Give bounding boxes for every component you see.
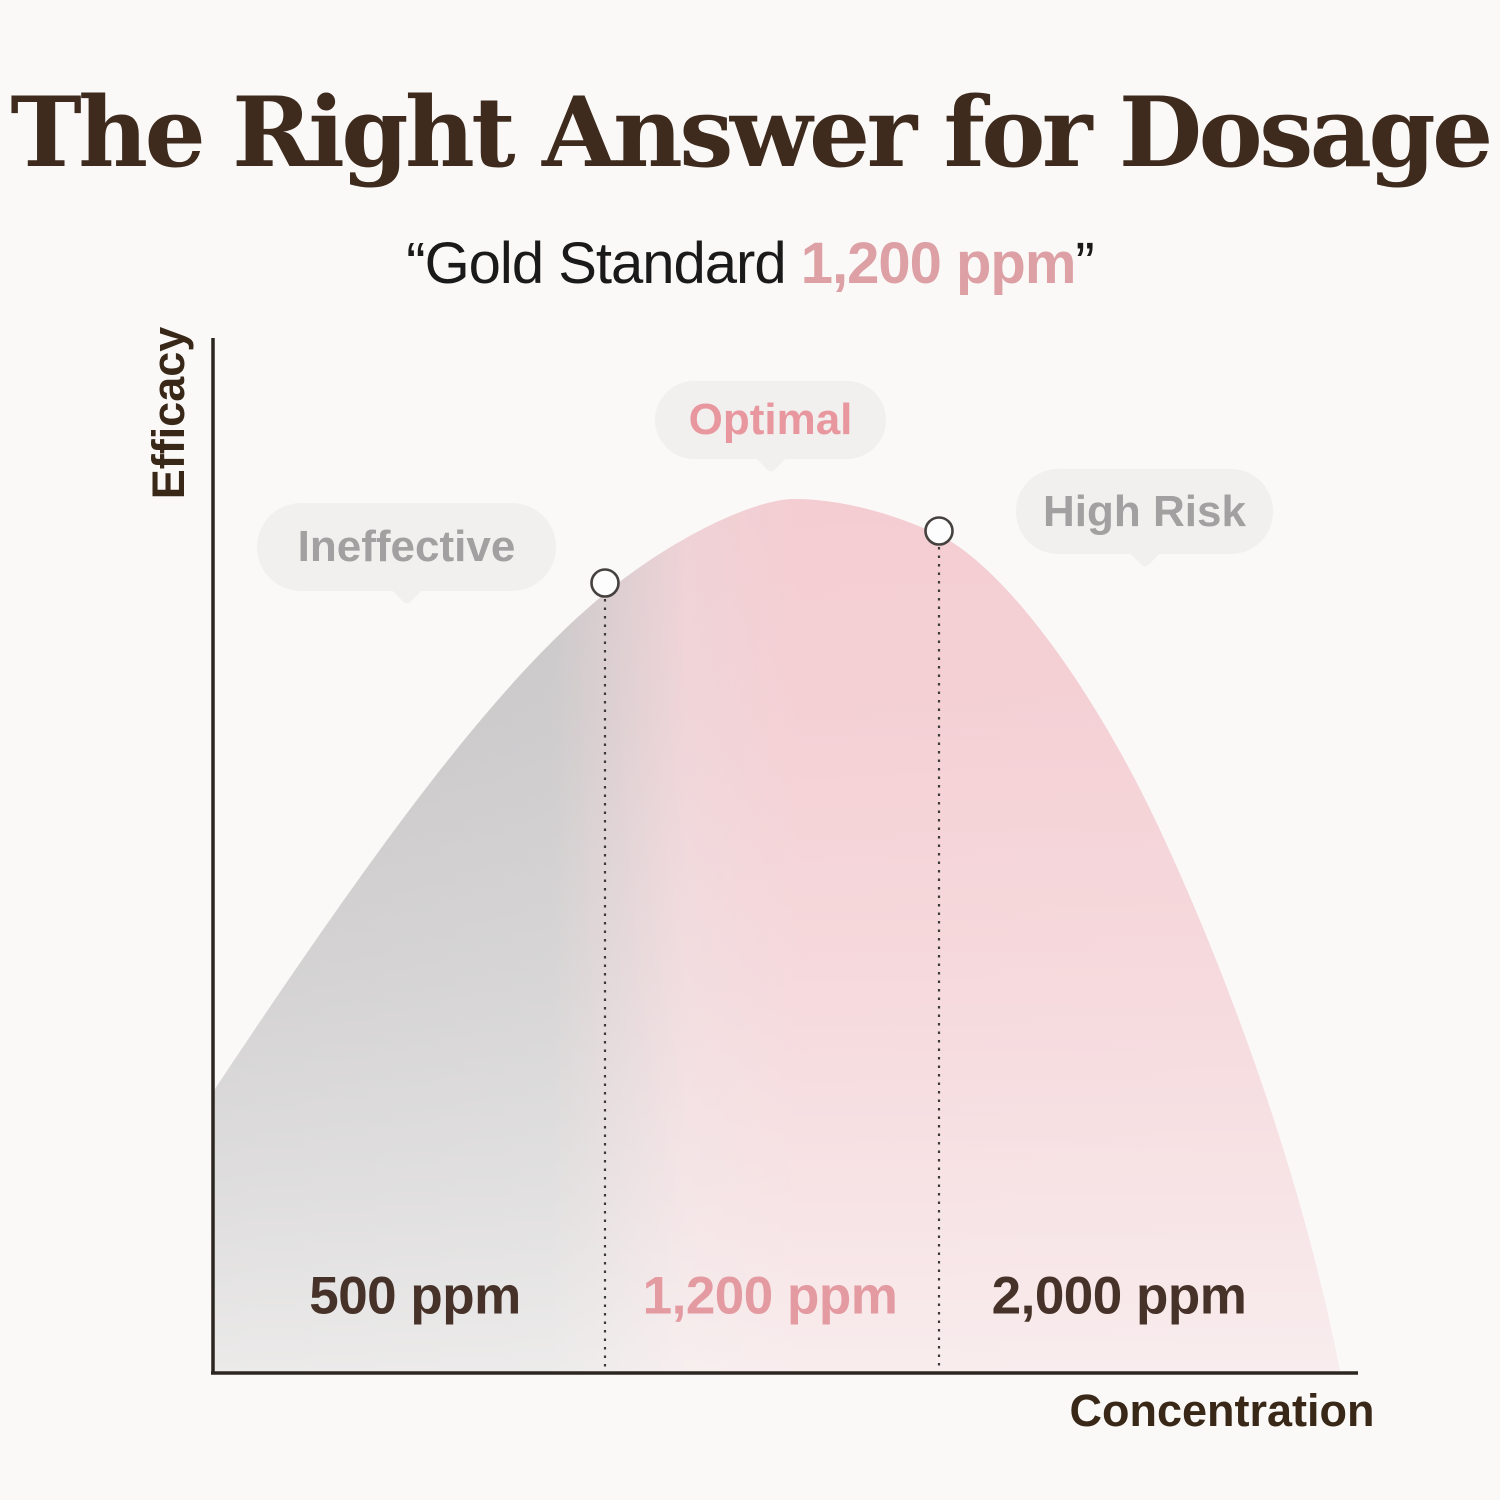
zone-tick-label-2000ppm: 2,000 ppm [991, 1266, 1247, 1326]
zone-bubble-optimal-label: Optimal [688, 395, 853, 444]
zone-bubble-ineffective: Ineffective [257, 503, 556, 606]
efficacy-curve-fade-overlay [213, 499, 1340, 1372]
boundary-marker-circle-2 [924, 516, 954, 546]
subtitle-close-quote: ” [1075, 231, 1094, 296]
subtitle-highlight: 1,200 ppm [800, 231, 1077, 296]
boundary-marker-circle-1 [590, 568, 620, 598]
x-axis-label: Concentration [1069, 1385, 1375, 1436]
zone-bubble-high-risk: High Risk [1016, 469, 1273, 569]
zone-tick-label-500ppm: 500 ppm [309, 1266, 521, 1326]
y-axis-label: Efficacy [143, 326, 194, 500]
zone-bubble-high-risk-label: High Risk [1043, 486, 1246, 536]
zone-bubble-optimal: Optimal [655, 381, 886, 474]
subtitle-prefix: “Gold Standard [406, 231, 801, 296]
zone-tick-label-1200ppm: 1,200 ppm [642, 1266, 898, 1326]
page-title: The Right Answer for Dosage [10, 76, 1493, 189]
zone-bubble-ineffective-label: Ineffective [297, 522, 516, 571]
subtitle: “Gold Standard 1,200 ppm” [0, 228, 1500, 301]
